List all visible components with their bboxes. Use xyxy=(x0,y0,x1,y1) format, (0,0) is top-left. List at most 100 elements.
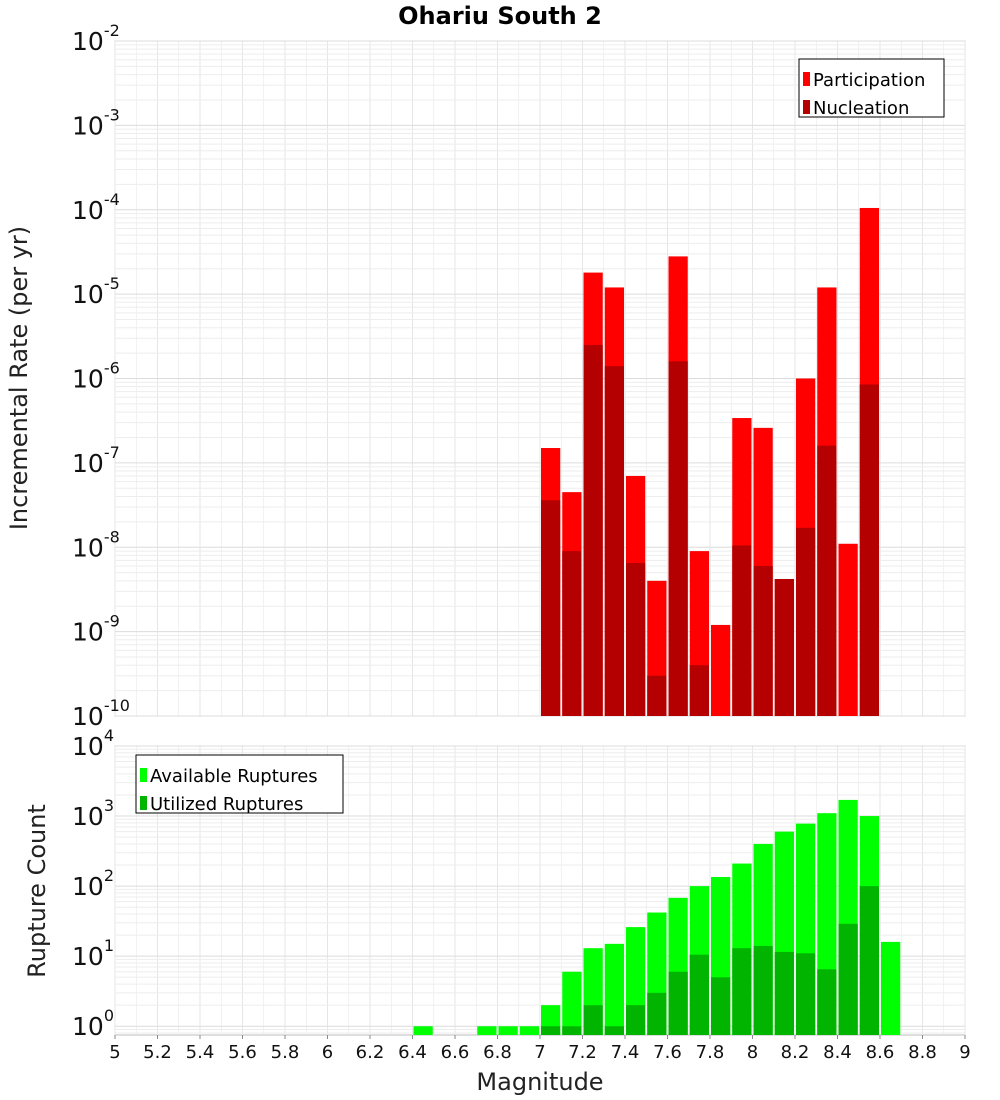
available-ruptures-bar-7 xyxy=(604,943,624,1035)
available-ruptures-bar-1 xyxy=(477,1026,497,1035)
x-tick-label-5: 6 xyxy=(322,1042,333,1063)
y-tick-label-1e-5: 10-5 xyxy=(72,274,120,309)
x-tick-label-15: 8 xyxy=(747,1042,758,1063)
legend-box xyxy=(798,58,945,118)
utilized-ruptures-bar-9 xyxy=(732,948,752,1035)
nucleation-bar-10 xyxy=(753,565,773,716)
available-ruptures-bar-3 xyxy=(519,1026,539,1035)
participation-bar-14 xyxy=(838,543,858,716)
y-tick-exponent: 1 xyxy=(104,936,114,955)
x-tick-label-19: 8.8 xyxy=(908,1042,937,1063)
y-tick-exponent: -7 xyxy=(104,443,120,462)
available-ruptures-bar-0 xyxy=(413,1026,433,1035)
legend-label-1: Nucleation xyxy=(813,98,909,119)
x-tick-label-20: 9 xyxy=(959,1042,970,1063)
utilized-ruptures-bar-0 xyxy=(541,1026,561,1035)
top-y-axis-label: Incremental Rate (per yr) xyxy=(5,226,33,530)
y-tick-exponent: -8 xyxy=(104,527,120,546)
y-tick-exponent: -4 xyxy=(104,190,120,209)
nucleation-bar-4 xyxy=(626,563,646,716)
nucleation-bar-15 xyxy=(859,384,879,716)
utilized-ruptures-bar-10 xyxy=(753,945,773,1035)
y-tick-exponent: -10 xyxy=(104,696,130,715)
x-tick-label-3: 5.6 xyxy=(228,1042,257,1063)
nucleation-bar-0 xyxy=(541,500,561,716)
nucleation-bar-9 xyxy=(732,545,752,716)
utilized-ruptures-bar-14 xyxy=(838,923,858,1035)
x-tick-label-8: 6.6 xyxy=(441,1042,470,1063)
top-legend: Participation Nucleation xyxy=(798,58,945,119)
y-tick-label-1e-3: 10-3 xyxy=(72,105,120,140)
x-tick-label-1: 5.2 xyxy=(143,1042,172,1063)
y-tick-label-1e-4: 10-4 xyxy=(72,190,120,225)
available-ruptures-bar-5 xyxy=(562,971,582,1035)
y-tick-label-1e3: 103 xyxy=(72,796,114,831)
legend-label-0: Available Ruptures xyxy=(150,766,318,787)
top-gridlines xyxy=(114,40,966,717)
x-axis-label: Magnitude xyxy=(476,1068,603,1096)
utilized-ruptures-bar-4 xyxy=(626,1005,646,1035)
x-tick-label-12: 7.4 xyxy=(611,1042,640,1063)
y-tick-label-1e-2: 10-2 xyxy=(72,21,120,56)
x-ticks: 5 5.2 5.4 5.6 5.8 6 6.2 6.4 6.6 6.8 7 7.2 7.4 7.6 7.8 8… xyxy=(109,1035,971,1063)
nucleation-bar-5 xyxy=(647,675,667,716)
utilized-ruptures-bar-11 xyxy=(774,951,794,1035)
y-tick-label-1e-8: 10-8 xyxy=(72,527,120,562)
nucleation-bar-7 xyxy=(689,665,709,716)
top-y-ticks: 10-10 10-9 10-8 10-7 10-6 10-5 10-4 10-3 10-2 xyxy=(72,21,130,731)
y-tick-exponent: -3 xyxy=(104,105,120,124)
x-tick-label-14: 7.8 xyxy=(696,1042,725,1063)
utilized-ruptures-bar-3 xyxy=(604,1026,624,1035)
utilized-ruptures-bar-1 xyxy=(562,1026,582,1035)
y-tick-label-1e-6: 10-6 xyxy=(72,359,120,394)
nucleation-bar-2 xyxy=(583,344,603,716)
nucleation-bar-1 xyxy=(562,551,582,716)
x-tick-label-9: 6.8 xyxy=(483,1042,512,1063)
legend-label-1: Utilized Ruptures xyxy=(150,794,303,815)
utilized-ruptures-bar-5 xyxy=(647,992,667,1035)
x-tick-label-13: 7.6 xyxy=(653,1042,682,1063)
nucleation-bar-11 xyxy=(774,579,794,716)
y-tick-label-1e-7: 10-7 xyxy=(72,443,120,478)
utilized-ruptures-bar-15 xyxy=(859,886,879,1035)
bottom-legend: Available Ruptures Utilized Ruptures xyxy=(135,754,344,815)
utilized-ruptures-bar-6 xyxy=(668,971,688,1035)
x-tick-label-7: 6.4 xyxy=(398,1042,427,1063)
nucleation-bar-12 xyxy=(796,527,816,716)
x-tick-label-0: 5 xyxy=(109,1042,120,1063)
participation-nucleation-panel: 10-10 10-9 10-8 10-7 10-6 10-5 10-4 10-3 10-2 Pa… xyxy=(72,21,966,731)
legend-swatch-1 xyxy=(803,100,810,114)
participation-bar-8 xyxy=(711,624,731,716)
available-ruptures-bar-2 xyxy=(498,1026,518,1035)
y-tick-label-1e-9: 10-9 xyxy=(72,612,120,647)
utilized-ruptures-bar-8 xyxy=(711,977,731,1035)
x-tick-label-10: 7 xyxy=(534,1042,545,1063)
y-tick-exponent: 3 xyxy=(104,796,114,815)
x-tick-label-17: 8.4 xyxy=(823,1042,852,1063)
y-tick-label-1e0: 100 xyxy=(72,1006,114,1041)
top-bars xyxy=(541,207,879,716)
nucleation-bar-13 xyxy=(817,445,837,716)
utilized-ruptures-bar-12 xyxy=(796,953,816,1035)
y-tick-exponent: -5 xyxy=(104,274,120,293)
y-tick-exponent: 2 xyxy=(104,866,114,885)
legend-swatch-0 xyxy=(140,768,147,782)
y-tick-label-1e1: 101 xyxy=(72,936,114,971)
y-tick-label-1e2: 102 xyxy=(72,866,114,901)
chart-title: Ohariu South 2 xyxy=(398,2,602,30)
x-tick-label-18: 8.6 xyxy=(866,1042,895,1063)
y-tick-exponent: -9 xyxy=(104,612,120,631)
x-tick-label-2: 5.4 xyxy=(186,1042,215,1063)
x-tick-label-4: 5.8 xyxy=(271,1042,300,1063)
x-tick-label-6: 6.2 xyxy=(356,1042,385,1063)
x-tick-label-11: 7.2 xyxy=(568,1042,597,1063)
y-tick-exponent: 4 xyxy=(104,726,114,745)
utilized-ruptures-bar-13 xyxy=(817,969,837,1035)
bottom-bars xyxy=(413,799,901,1035)
nucleation-bar-6 xyxy=(668,361,688,716)
y-tick-exponent: 0 xyxy=(104,1006,114,1025)
y-tick-label-1e4: 104 xyxy=(72,726,114,761)
y-tick-label-1e-10: 10-10 xyxy=(72,696,130,731)
